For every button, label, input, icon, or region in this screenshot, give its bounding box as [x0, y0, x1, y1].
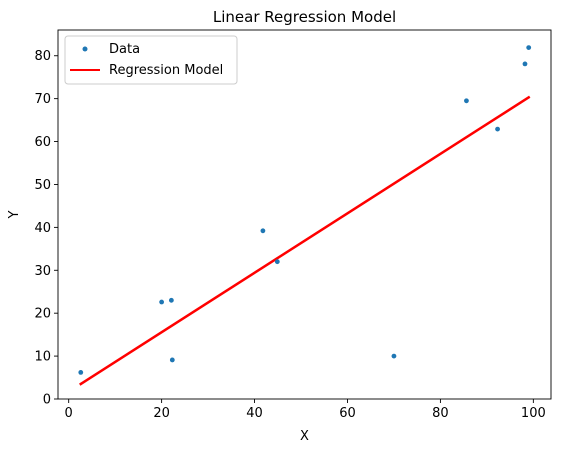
x-tick-label: 80 [432, 406, 449, 421]
data-point [391, 353, 397, 359]
legend-label-regression: Regression Model [109, 63, 223, 78]
data-point [522, 61, 528, 67]
data-point [169, 357, 175, 363]
regression-line [79, 95, 531, 386]
x-tick-label: 100 [521, 406, 546, 421]
legend: Data Regression Model [64, 35, 238, 85]
y-axis-ticks: 0 10 20 30 40 50 60 70 80 [34, 49, 58, 408]
chart-title: Linear Regression Model [213, 8, 396, 26]
y-tick-label: 50 [34, 178, 51, 193]
data-point [495, 126, 500, 132]
y-tick-label: 40 [34, 221, 51, 236]
data-point [274, 259, 280, 265]
series-layer [78, 45, 532, 386]
data-point [159, 299, 165, 305]
plot-area: 0 20 40 60 80 100 0 10 20 30 40 50 60 70 80 [34, 29, 552, 421]
y-tick-label: 0 [43, 393, 51, 408]
legend-marker-data [82, 46, 88, 52]
x-tick-label: 60 [339, 406, 356, 421]
y-tick-label: 30 [34, 264, 51, 279]
y-tick-label: 70 [34, 92, 51, 107]
y-tick-label: 20 [34, 307, 51, 322]
data-point [78, 369, 84, 375]
data-point [526, 45, 532, 50]
axes-frame [57, 29, 552, 400]
y-tick-label: 80 [34, 49, 51, 64]
legend-box [64, 35, 238, 85]
y-tick-label: 60 [34, 135, 51, 150]
x-tick-label: 40 [246, 406, 263, 421]
legend-label-data: Data [109, 42, 140, 57]
x-tick-label: 0 [65, 406, 73, 421]
y-tick-label: 10 [34, 350, 51, 365]
data-point [260, 228, 266, 234]
data-point [464, 98, 469, 104]
data-point [168, 297, 174, 303]
x-axis-label: X [300, 429, 309, 444]
y-axis-label: Y [7, 210, 22, 219]
x-tick-label: 20 [153, 406, 170, 421]
x-axis-ticks: 0 20 40 60 80 100 [65, 399, 546, 421]
